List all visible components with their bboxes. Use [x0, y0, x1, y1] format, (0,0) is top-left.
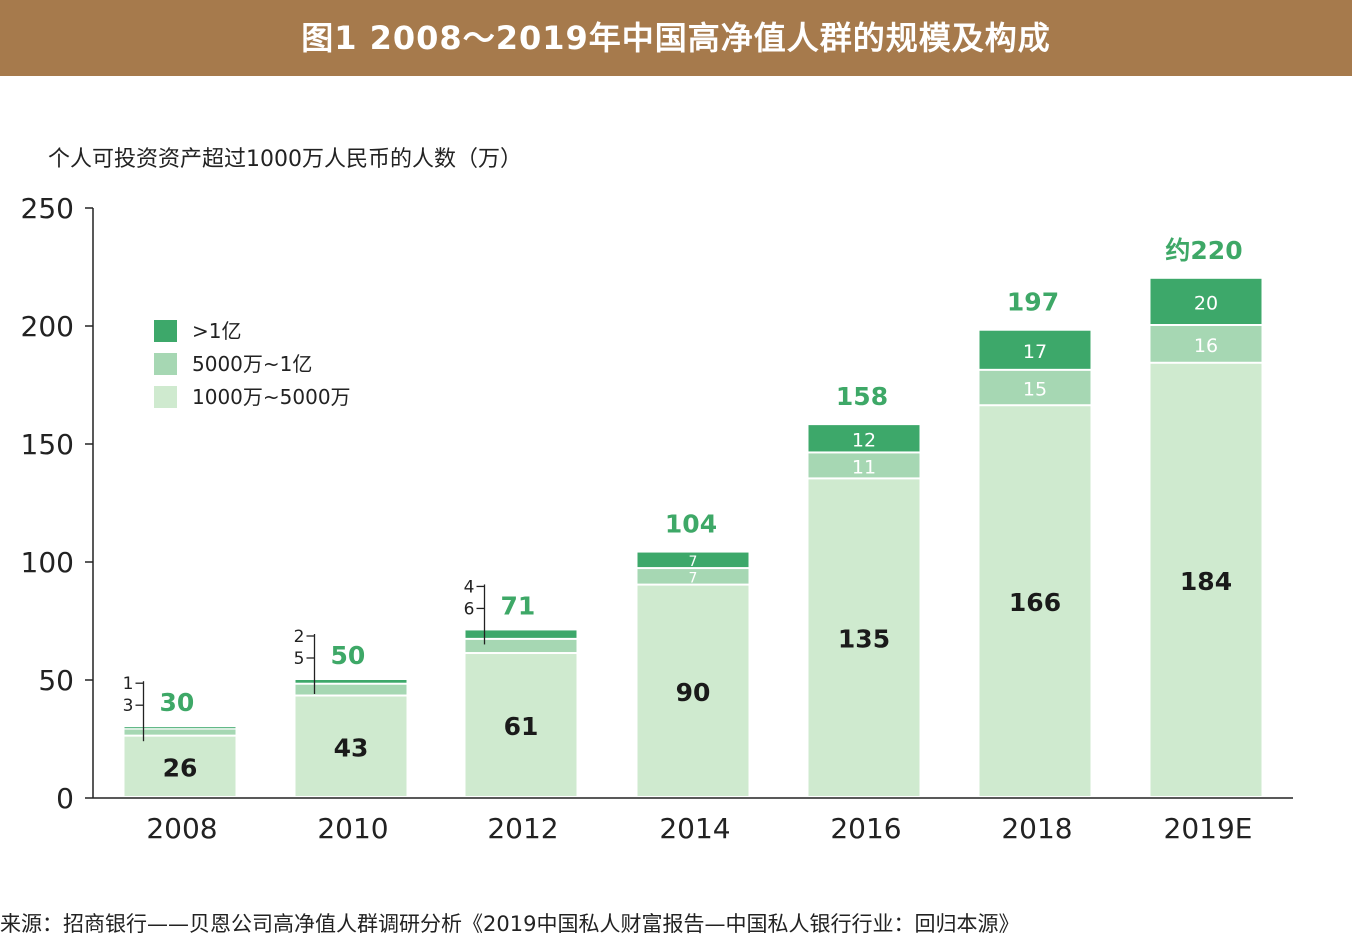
data-label: 7 [689, 571, 698, 587]
data-label: 4 [464, 577, 475, 597]
data-label: 43 [334, 733, 369, 762]
legend-label: >1亿 [192, 319, 241, 343]
data-label: 5 [294, 649, 305, 669]
legend-swatch [154, 320, 177, 342]
legend-swatch [154, 353, 177, 375]
legend-swatch [154, 386, 177, 408]
x-tick-label: 2019E [1164, 812, 1253, 845]
bar-segment [465, 639, 577, 653]
chart-title: 图1 2008～2019年中国高净值人群的规模及构成 [301, 19, 1051, 57]
data-label: 6 [464, 599, 475, 619]
x-tick-label: 2014 [659, 812, 730, 845]
bar-segment [124, 729, 236, 735]
data-label: 166 [1009, 588, 1061, 617]
bar-segment [295, 684, 407, 695]
total-label: 197 [1007, 288, 1059, 317]
source-note: 来源：招商银行——贝恩公司高净值人群调研分析《2019中国私人财富报告—中国私人… [0, 912, 1020, 936]
data-label: 17 [1023, 341, 1047, 363]
bar-segment [1150, 326, 1262, 362]
data-label: 16 [1194, 335, 1218, 357]
bar-segment [124, 736, 236, 796]
x-tick-label: 2016 [830, 812, 901, 845]
bar-segment [295, 680, 407, 683]
data-label: 61 [504, 712, 539, 741]
bar-segment [1150, 363, 1262, 796]
bar-segment [465, 654, 577, 796]
bar-segment [124, 727, 236, 729]
total-label: 30 [160, 688, 195, 717]
bar-segment [1150, 278, 1262, 324]
total-label: 71 [501, 591, 536, 620]
data-label: 11 [852, 456, 876, 478]
y-tick-label: 200 [21, 310, 74, 343]
x-tick-label: 2012 [487, 812, 558, 845]
data-label: 135 [838, 625, 890, 654]
y-axis-label: 个人可投资资产超过1000万人民币的人数（万） [48, 147, 522, 172]
bar-segment [637, 552, 749, 568]
total-label: 104 [665, 510, 717, 539]
bar-segment [808, 479, 920, 796]
bar-segment [808, 425, 920, 452]
x-tick-label: 2008 [146, 812, 217, 845]
x-tick-label: 2018 [1001, 812, 1072, 845]
legend-label: 1000万~5000万 [192, 385, 351, 409]
bar-segment [979, 330, 1091, 369]
y-tick-label: 150 [21, 428, 74, 461]
bar-segment [465, 630, 577, 638]
bar-segment [637, 569, 749, 584]
data-label: 3 [123, 696, 134, 716]
bar-segment [979, 406, 1091, 796]
y-tick-label: 50 [38, 664, 74, 697]
title-bar: 图1 2008～2019年中国高净值人群的规模及构成 [0, 0, 1352, 76]
data-label: 184 [1180, 567, 1232, 596]
legend-label: 5000万~1亿 [192, 352, 312, 376]
bar-segment [637, 585, 749, 796]
data-label: 20 [1194, 292, 1218, 314]
data-label: 12 [852, 429, 876, 451]
data-label: 2 [294, 627, 305, 647]
bar-segment [295, 696, 407, 796]
data-label: 26 [163, 753, 198, 782]
data-label: 15 [1023, 379, 1047, 401]
bar-segment [979, 370, 1091, 405]
total-label: 50 [331, 641, 366, 670]
y-tick-label: 0 [56, 782, 74, 815]
x-tick-label: 2010 [317, 812, 388, 845]
data-label: 7 [689, 554, 698, 570]
y-tick-label: 250 [21, 192, 74, 225]
bar-segment [808, 453, 920, 478]
y-tick-label: 100 [21, 546, 74, 579]
data-label: 90 [676, 678, 711, 707]
data-label: 1 [123, 674, 134, 694]
stacked-bar-chart: 个人可投资资产超过1000万人民币的人数（万） 050100150200250 … [21, 147, 1293, 845]
total-label: 约220 [1165, 236, 1242, 265]
total-label: 158 [836, 382, 888, 411]
